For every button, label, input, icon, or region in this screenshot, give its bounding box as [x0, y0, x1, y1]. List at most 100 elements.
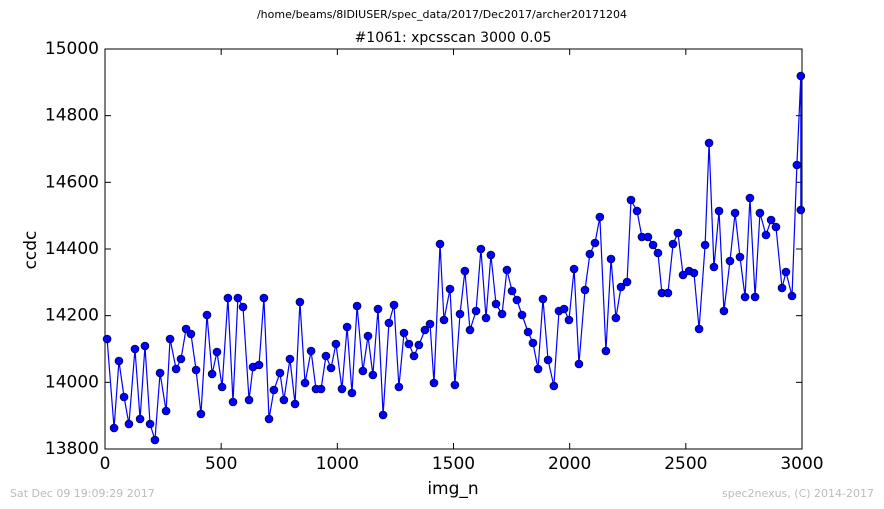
data-point [228, 397, 238, 407]
data-point [491, 299, 501, 309]
data-point [595, 212, 605, 222]
y-tick-label: 14600 [45, 172, 99, 192]
data-point [378, 410, 388, 420]
data-point [632, 206, 642, 216]
data-point [455, 309, 465, 319]
data-point [517, 310, 527, 320]
data-point [689, 268, 699, 278]
data-point [321, 351, 331, 361]
data-point [238, 302, 248, 312]
data-point [414, 340, 424, 350]
data-point [150, 435, 160, 445]
y-tick-label: 14400 [45, 239, 99, 259]
data-point [507, 286, 517, 296]
data-point [409, 351, 419, 361]
data-point [119, 392, 129, 402]
data-point [486, 250, 496, 260]
data-point [771, 222, 781, 232]
y-tick-label: 13800 [45, 439, 99, 459]
data-point [450, 380, 460, 390]
x-tick-label: 1500 [432, 454, 475, 474]
data-point [202, 310, 212, 320]
data-point [766, 215, 776, 225]
data-point [295, 297, 305, 307]
data-point [439, 315, 449, 325]
data-point [363, 331, 373, 341]
data-point [285, 354, 295, 364]
data-point [135, 414, 145, 424]
data-point [435, 239, 445, 249]
x-tick-label: 2500 [664, 454, 707, 474]
data-point [207, 369, 217, 379]
data-point [792, 160, 802, 170]
data-point [233, 293, 243, 303]
data-point [543, 355, 553, 365]
data-point [616, 282, 626, 292]
data-point [787, 291, 797, 301]
data-point [700, 240, 710, 250]
data-point [673, 228, 683, 238]
y-tick-label: 14200 [45, 306, 99, 326]
data-point [580, 285, 590, 295]
data-point [709, 262, 719, 272]
y-tick-label: 14000 [45, 372, 99, 392]
data-point [476, 244, 486, 254]
data-point [761, 230, 771, 240]
data-point [109, 423, 119, 433]
data-point [796, 205, 806, 215]
data-point [777, 283, 787, 293]
chart-title: #1061: xpcsscan 3000 0.05 [355, 30, 552, 46]
data-point [585, 249, 595, 259]
data-point [176, 354, 186, 364]
data-point [300, 378, 310, 388]
data-point [648, 240, 658, 250]
data-point [549, 381, 559, 391]
data-point [342, 322, 352, 332]
data-point [796, 71, 806, 81]
data-point [102, 334, 112, 344]
footer-right: spec2nexus, (C) 2014-2017 [722, 487, 874, 500]
data-point [735, 252, 745, 262]
data-point [114, 356, 124, 366]
data-point [755, 208, 765, 218]
data-point [564, 315, 574, 325]
y-tick-label: 14800 [45, 106, 99, 126]
data-point [196, 409, 206, 419]
data-point [264, 414, 274, 424]
suptitle: /home/beams/8IDIUSER/spec_data/2017/Dec2… [257, 8, 627, 21]
data-point [368, 370, 378, 380]
data-point [130, 344, 140, 354]
data-point [465, 325, 475, 335]
data-point [750, 292, 760, 302]
data-point [326, 363, 336, 373]
data-point [347, 388, 357, 398]
data-point [569, 264, 579, 274]
data-point [512, 295, 522, 305]
x-tick-label: 0 [100, 454, 111, 474]
data-point [725, 256, 735, 266]
data-point [714, 206, 724, 216]
data-point [502, 265, 512, 275]
data-point [399, 328, 409, 338]
data-point [745, 193, 755, 203]
data-point [259, 293, 269, 303]
data-point [471, 306, 481, 316]
data-point [223, 293, 233, 303]
x-tick-label: 1000 [316, 454, 359, 474]
data-point [191, 365, 201, 375]
y-axis-label: ccdc [21, 231, 41, 270]
data-point [275, 368, 285, 378]
data-point [460, 266, 470, 276]
data-point [626, 195, 636, 205]
data-point [663, 288, 673, 298]
data-point [538, 294, 548, 304]
data-point [337, 384, 347, 394]
data-point [678, 270, 688, 280]
x-tick-label: 500 [205, 454, 237, 474]
data-point [124, 419, 134, 429]
data-point [373, 304, 383, 314]
data-point [290, 399, 300, 409]
data-point [643, 232, 653, 242]
data-point [279, 395, 289, 405]
